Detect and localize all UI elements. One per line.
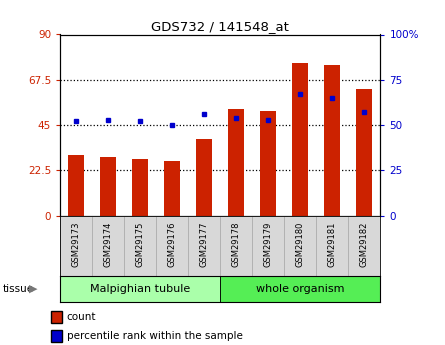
- Bar: [68, 155, 84, 216]
- Bar: [156, 216, 188, 276]
- Bar: [356, 89, 372, 216]
- Text: GSM29182: GSM29182: [360, 222, 369, 267]
- Bar: [164, 161, 180, 216]
- Bar: [228, 109, 244, 216]
- Text: ▶: ▶: [29, 284, 38, 294]
- Text: GSM29174: GSM29174: [104, 222, 113, 267]
- Bar: [284, 216, 316, 276]
- Bar: [252, 216, 284, 276]
- Text: GSM29177: GSM29177: [200, 222, 209, 267]
- Bar: [324, 65, 340, 216]
- Bar: [60, 216, 92, 276]
- Bar: [92, 216, 124, 276]
- Text: GSM29181: GSM29181: [328, 222, 337, 267]
- Text: GSM29179: GSM29179: [264, 222, 273, 267]
- Text: Malpighian tubule: Malpighian tubule: [90, 284, 190, 294]
- Bar: [100, 157, 116, 216]
- Text: GSM29175: GSM29175: [136, 222, 145, 267]
- Text: GSM29176: GSM29176: [168, 222, 177, 267]
- Bar: [220, 276, 380, 302]
- Title: GDS732 / 141548_at: GDS732 / 141548_at: [151, 20, 289, 33]
- Bar: [196, 139, 212, 216]
- Text: percentile rank within the sample: percentile rank within the sample: [67, 331, 243, 341]
- Bar: [292, 63, 308, 216]
- Bar: [132, 159, 148, 216]
- Text: count: count: [67, 312, 96, 322]
- Bar: [124, 216, 156, 276]
- Bar: [260, 111, 276, 216]
- Bar: [220, 216, 252, 276]
- Bar: [316, 216, 348, 276]
- Text: GSM29180: GSM29180: [296, 222, 305, 267]
- Text: whole organism: whole organism: [256, 284, 344, 294]
- Text: tissue: tissue: [2, 284, 33, 294]
- Text: GSM29173: GSM29173: [72, 222, 81, 267]
- Text: GSM29178: GSM29178: [232, 222, 241, 267]
- Bar: [60, 276, 220, 302]
- Bar: [188, 216, 220, 276]
- Bar: [348, 216, 380, 276]
